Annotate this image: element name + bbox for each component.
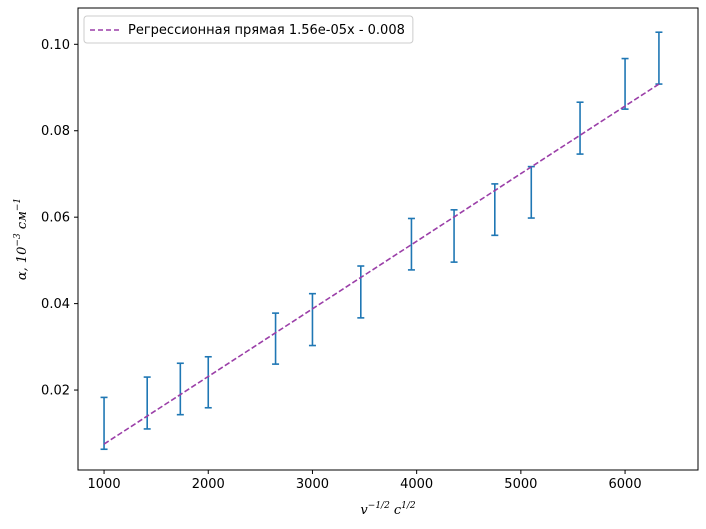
y-axis-label-exp2: −1: [13, 198, 23, 211]
x-axis-label: v−1/2 c1/2: [360, 501, 415, 518]
y-tick-label: 0.04: [41, 297, 70, 312]
x-tick-label: 1000: [88, 477, 121, 492]
x-tick-label: 4000: [400, 477, 433, 492]
x-axis-label-var1: v: [360, 503, 368, 518]
error-bar: [357, 265, 365, 319]
regression-line: [103, 83, 660, 445]
x-axis-label-var2: c: [394, 503, 402, 518]
axis-ticks: 1000 2000 3000 4000 5000 6000 0.02 0.04 0.06 0.08…: [41, 38, 642, 492]
y-tick-label: 0.08: [41, 124, 70, 139]
error-bar: [655, 31, 663, 85]
error-bar: [576, 101, 584, 155]
error-bar: [450, 209, 458, 263]
x-tick-label: 6000: [609, 477, 642, 492]
error-bar: [491, 183, 499, 237]
y-axis-label-part1: α, 10: [15, 247, 30, 281]
error-bar: [176, 362, 184, 416]
y-tick-label: 0.02: [41, 384, 70, 399]
legend-label: Регрессионная прямая 1.56e-05x - 0.008: [128, 23, 405, 38]
x-tick-label: 5000: [504, 477, 537, 492]
x-tick-label: 3000: [296, 477, 329, 492]
y-tick-label: 0.06: [41, 211, 70, 226]
x-axis-label-exp2: 1/2: [401, 501, 416, 511]
axes-frame: [77, 7, 699, 471]
x-tick-label: 2000: [192, 477, 225, 492]
x-axis-label-exp1: −1/2: [368, 501, 390, 511]
legend-box: [83, 15, 414, 44]
error-bar: [100, 396, 108, 451]
error-bar: [272, 312, 280, 365]
y-tick-label: 0.10: [41, 38, 70, 53]
legend: Регрессионная прямая 1.56e-05x - 0.008: [83, 15, 414, 44]
error-bar: [204, 355, 212, 409]
error-bar: [308, 292, 316, 347]
y-axis-label-exp1: −3: [13, 233, 23, 247]
y-axis-label-part2: см: [15, 211, 30, 233]
y-axis-label: α, 10−3 см−1: [13, 198, 30, 280]
error-bar: [407, 217, 415, 271]
error-bar: [143, 376, 151, 430]
plot-area: [100, 31, 663, 451]
error-bar: [621, 57, 629, 110]
